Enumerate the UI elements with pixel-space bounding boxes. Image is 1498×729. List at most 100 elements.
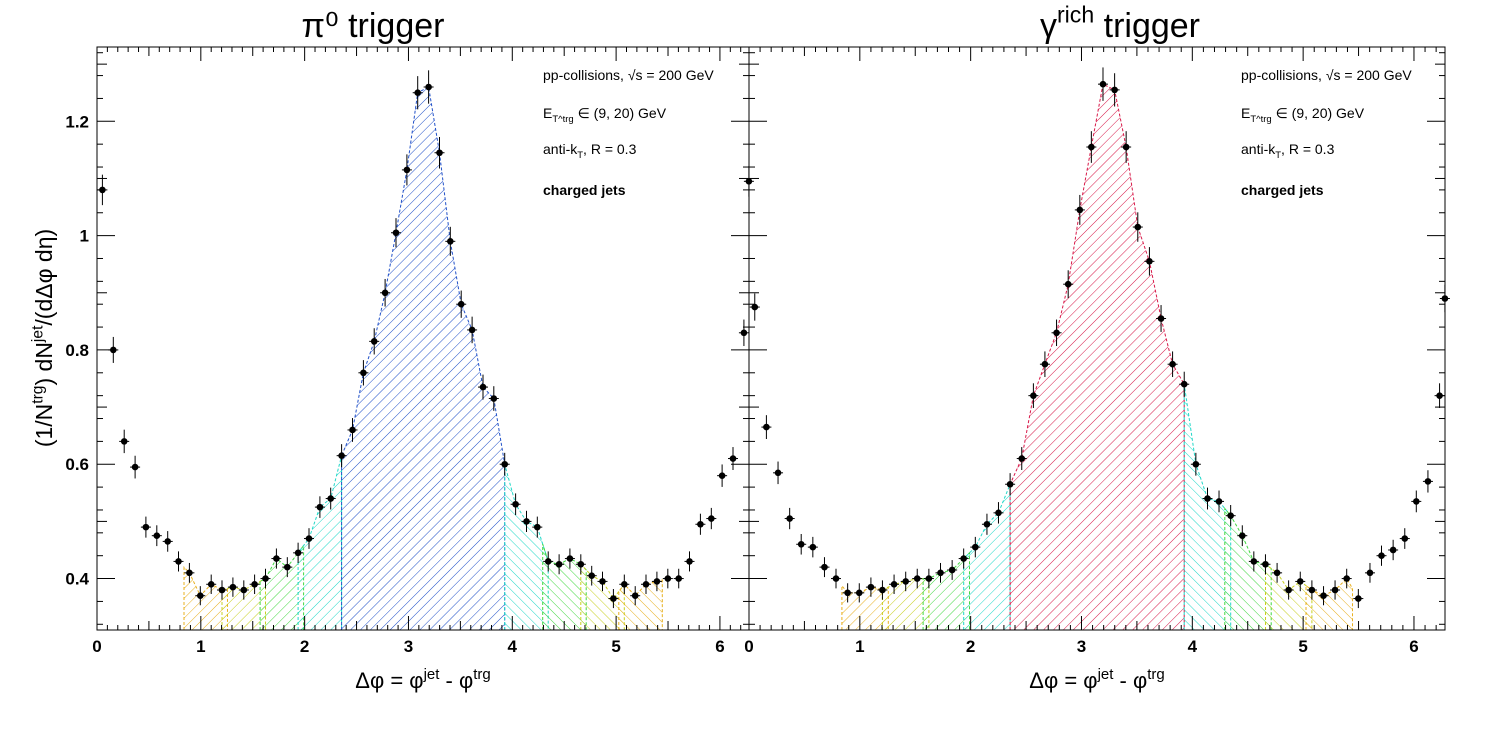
- data-marker: [855, 589, 863, 597]
- data-point: [564, 548, 575, 569]
- data-marker: [186, 569, 193, 577]
- data-point: [1434, 383, 1445, 409]
- annotation-1: ET^trg ∈ (9, 20) GeV: [1241, 105, 1365, 125]
- band-away-side-6: [542, 544, 587, 630]
- data-point: [358, 360, 369, 386]
- data-point: [608, 589, 619, 609]
- data-point: [641, 574, 652, 594]
- data-point: [1295, 571, 1306, 592]
- data-point: [749, 293, 760, 321]
- data-marker: [392, 229, 400, 237]
- data-marker: [1169, 360, 1176, 368]
- data-point: [108, 336, 119, 363]
- data-marker: [327, 495, 335, 502]
- data-point: [412, 76, 423, 110]
- data-marker: [642, 580, 650, 588]
- band-away-side-8: [1306, 578, 1353, 630]
- data-point: [773, 461, 784, 485]
- data-point: [1132, 212, 1143, 242]
- data-point: [238, 580, 249, 600]
- data-point: [499, 452, 510, 476]
- data-marker: [1250, 558, 1258, 565]
- data-point: [1214, 490, 1225, 513]
- data-point: [796, 533, 807, 555]
- panel-left: 0 1 2 3 4 5 6 0.4 0.6 0.8 1 1.2 π⁰ trigger Δφ = φjet …: [65, 7, 754, 693]
- data-marker: [1262, 560, 1269, 568]
- data-marker: [610, 595, 617, 602]
- data-point: [140, 516, 151, 538]
- data-point: [619, 574, 630, 594]
- band-edge-4: [1009, 83, 1185, 630]
- data-point: [1039, 351, 1050, 378]
- data-point: [521, 510, 532, 533]
- data-point: [97, 174, 108, 206]
- data-marker: [501, 460, 509, 468]
- annotation-0: pp-collisions, √s = 200 GeV: [543, 67, 714, 83]
- panel-title: π⁰ trigger: [302, 7, 445, 45]
- data-marker: [599, 578, 606, 585]
- band-near-side-3: [298, 455, 342, 630]
- data-point: [1109, 73, 1120, 107]
- data-point: [282, 557, 293, 578]
- data-marker: [664, 575, 672, 582]
- data-marker: [1355, 595, 1362, 602]
- data-point: [1144, 247, 1155, 276]
- x-tick-label: 6: [715, 637, 724, 656]
- x-tick-label: 2: [300, 637, 309, 656]
- data-point: [630, 586, 641, 606]
- data-point: [947, 560, 958, 580]
- data-point: [1051, 319, 1062, 347]
- data-point: [1005, 473, 1016, 496]
- data-point: [981, 513, 992, 535]
- data-point: [380, 278, 391, 307]
- y-axis-title-group: (1/Ntrg) dNjet/(dΔφ dη): [29, 229, 57, 447]
- data-marker: [1412, 498, 1420, 505]
- data-point: [130, 455, 141, 479]
- data-point: [510, 493, 521, 516]
- y-tick-label: 0.4: [65, 570, 89, 589]
- data-point: [369, 328, 380, 355]
- data-marker: [913, 575, 921, 582]
- x-tick-label: 3: [404, 637, 413, 656]
- data-point: [1364, 562, 1375, 583]
- data-marker: [1343, 575, 1350, 582]
- x-tick-label: 5: [611, 637, 620, 656]
- data-marker: [972, 543, 979, 551]
- data-marker: [197, 592, 204, 600]
- data-marker: [338, 452, 345, 459]
- data-point: [1016, 447, 1027, 471]
- data-marker: [479, 383, 487, 391]
- data-marker: [1180, 380, 1188, 388]
- data-point: [162, 531, 173, 552]
- data-point: [1388, 539, 1399, 561]
- data-marker: [403, 166, 411, 174]
- data-marker: [370, 338, 378, 345]
- data-point: [889, 574, 900, 594]
- data-point: [304, 528, 315, 549]
- data-point: [456, 290, 467, 318]
- data-marker: [1146, 258, 1153, 265]
- data-marker: [925, 575, 933, 582]
- data-point: [1225, 505, 1236, 527]
- data-point: [1399, 528, 1410, 549]
- data-point: [784, 507, 795, 530]
- data-marker: [995, 509, 1002, 517]
- data-marker: [523, 518, 530, 525]
- x-axis-label: Δφ = φjet - φtrg: [355, 666, 491, 693]
- data-marker: [718, 472, 726, 479]
- data-marker: [153, 532, 161, 539]
- data-marker: [577, 560, 585, 568]
- data-marker: [544, 558, 552, 565]
- annotation-3: charged jets: [1241, 182, 1324, 198]
- annotation-2: anti-kT, R = 0.3: [543, 141, 637, 161]
- data-marker: [414, 89, 422, 97]
- data-marker: [164, 538, 172, 545]
- data-marker: [131, 463, 139, 471]
- data-point: [1202, 487, 1213, 510]
- data-point: [488, 386, 499, 411]
- data-marker: [797, 540, 805, 548]
- data-marker: [621, 580, 628, 588]
- data-marker: [316, 503, 324, 511]
- data-marker: [1006, 480, 1014, 488]
